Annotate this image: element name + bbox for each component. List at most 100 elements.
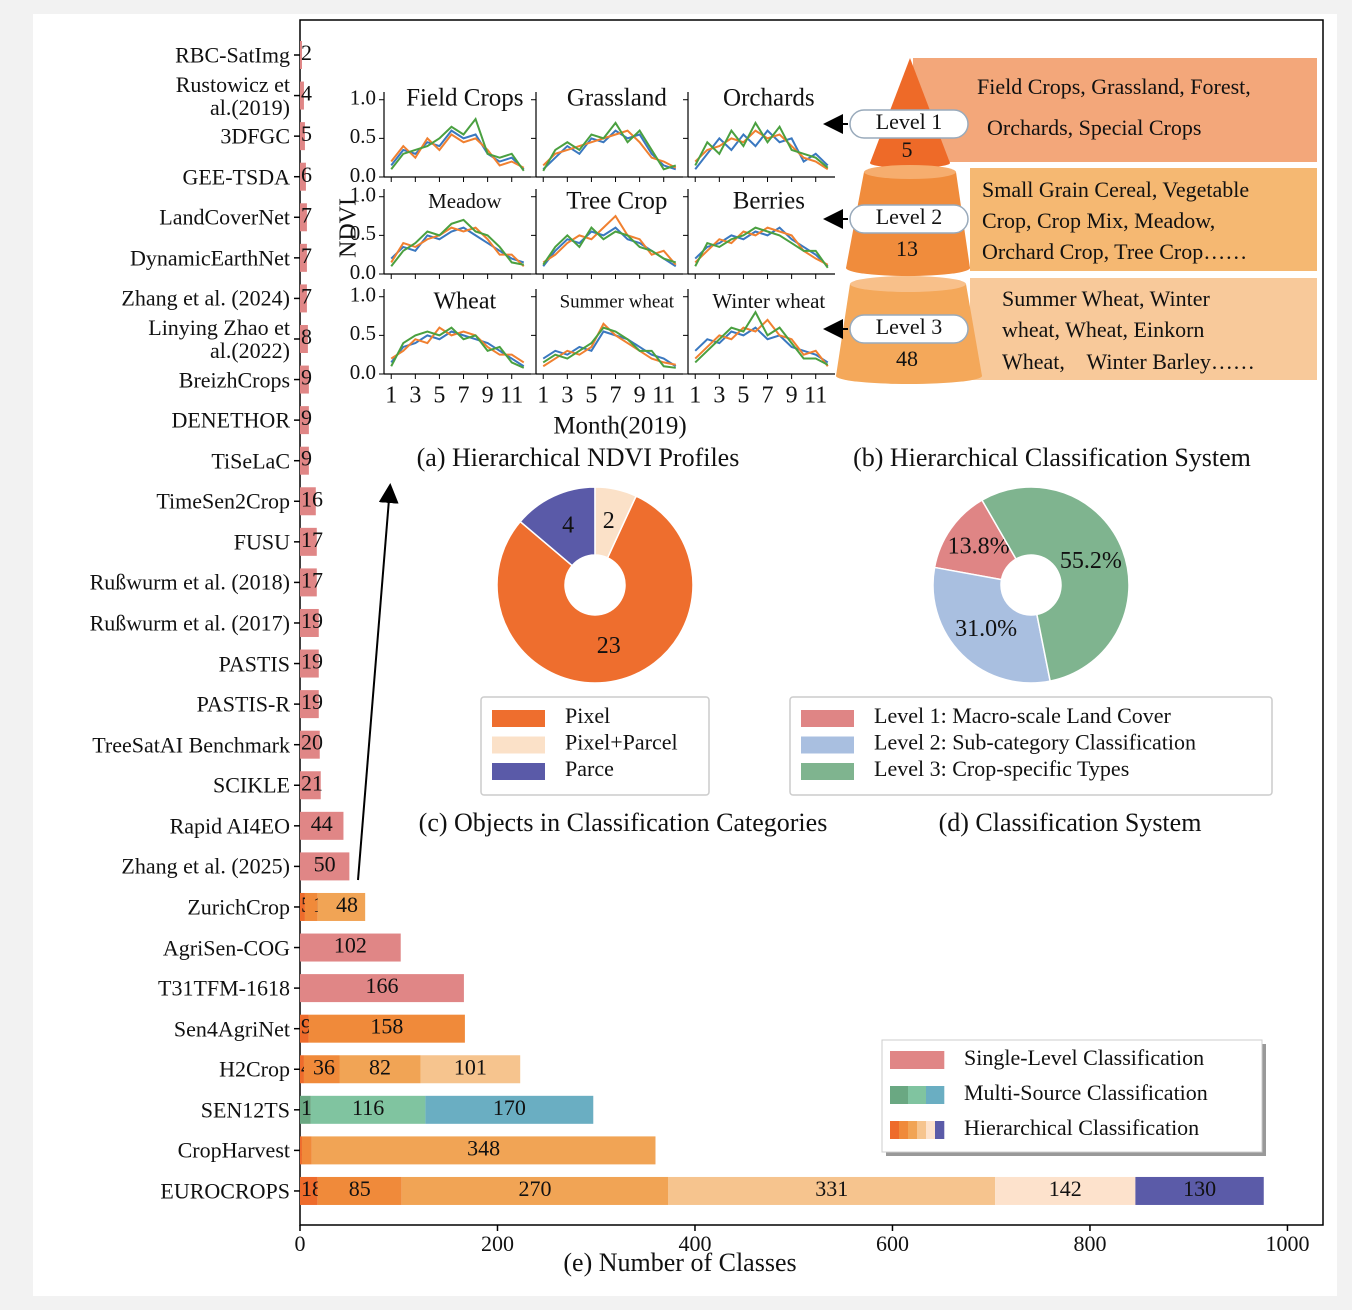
legend-swatch [908,1121,918,1139]
bar-value-label: 9 [301,405,312,430]
caption: (d) Classification System [939,808,1202,837]
bar-segment [300,1055,304,1084]
bar-segment [1135,1176,1264,1205]
legend-swatch [890,1086,909,1104]
bar-value-label: 19 [301,689,323,714]
panel-title: Field Crops [406,85,523,112]
y-tick-label: 3DFGC [220,123,290,149]
y-tick-label: Sen4AgriNet [173,1016,290,1042]
bar-value-label: 8 [301,324,312,349]
legend-swatch [926,1086,945,1104]
x-tick-label: 7 [458,383,470,409]
ndvi-line [542,121,677,172]
bar-segment [300,852,350,881]
bar-segment [300,81,304,110]
level-label: Level 3 [876,314,943,339]
level-count: 5 [902,137,913,162]
legend-swatch [801,710,854,727]
y-tick-label: EUROCROPS [160,1178,290,1204]
cone-level [836,368,982,384]
y-tick-label: PASTIS [218,651,290,677]
ndvi-line [390,226,525,267]
y-tick-label: TreeSatAI Benchmark [92,732,290,758]
bar-value-label: 19 [301,649,323,674]
bar-value-label: 7 [301,283,312,308]
ndvi-line [694,226,829,266]
y-tick-label: Rustowicz et al.(2019) [175,71,290,120]
ndvi-line [694,129,829,171]
y-tick-label: BreizhCrops [178,367,290,393]
pie-wedge [932,566,1052,684]
bar-segment [300,1014,309,1043]
level-pill [849,204,969,234]
bar-value-label: 348 [467,1135,500,1160]
panel-title: Tree Crop [566,188,667,215]
legend-label: Level 1: Macro-scale Land Cover [874,703,1172,728]
y-tick-label: Rußwurm et al. (2018) [89,569,290,595]
bar-value-label: 44 [311,811,333,836]
bar-segment [317,1176,402,1205]
bar-segment [425,1095,594,1124]
y-tick-label: RBC-SatImg [175,42,290,68]
bar-value-label: 82 [369,1054,391,1079]
level-count: 48 [896,346,918,371]
x-axis-label: (e) Number of Classes [563,1248,796,1277]
y-tick-label: 0.5 [350,124,376,148]
y-tick-label: TimeSen2Crop [156,488,290,514]
bar-value-label: 9 [301,1014,312,1039]
legend-label: Level 2: Sub-category Classification [874,730,1196,755]
x-tick-label: 3 [561,383,573,409]
bar-segment [300,446,309,475]
bar-segment [300,771,321,800]
level-description: Wheat, Winter Barley…… [1002,349,1255,374]
bar-value-label: 270 [519,1176,552,1201]
x-tick-label: 7 [610,383,622,409]
bar-value-label: 9 [301,365,312,390]
pie-label: 2 [603,508,615,534]
bar-segment [401,1176,669,1205]
x-tick-label: 1000 [1265,1231,1309,1256]
y-tick-label: DynamicEarthNet [129,245,290,271]
bar-value-label: 19 [301,608,323,633]
ndvi-line [542,326,676,369]
legend-swatch [492,710,545,727]
bar-value-label: 36 [313,1054,335,1079]
legend-swatch [890,1051,945,1069]
bar-value-label: 331 [815,1176,848,1201]
x-tick-label: 800 [1073,1231,1106,1256]
legend-swatch [899,1121,909,1139]
bar-value-label: 17 [301,567,323,592]
bar-segment [300,324,308,353]
x-tick-label: 1 [385,383,397,409]
panel-title: Meadow [428,189,502,213]
cone-top [850,276,966,292]
bar-segment [301,1136,312,1165]
bar-segment [420,1055,521,1084]
bar-value-label: 85 [349,1176,371,1201]
bar-value-label: 20 [301,730,323,755]
pie-wedge [933,499,1018,581]
y-tick-label: Zhang et al. (2024) [121,285,290,311]
legend-label: Hierarchical Classification [964,1115,1199,1140]
ndvi-line [542,330,677,368]
bar-value-label: 21 [301,770,323,795]
panel-title: Summer wheat [560,291,675,312]
bar-segment [995,1176,1136,1205]
panel-title: Wheat [434,289,497,315]
y-tick-label: CropHarvest [177,1137,290,1163]
bar-value-label: 101 [454,1054,487,1079]
x-tick-label: 3 [713,383,725,409]
x-tick-label: 9 [634,383,646,409]
legend-label: Pixel+Parcel [565,730,678,755]
x-tick-label: 5 [433,383,445,409]
ndvi-line [390,133,525,169]
bar-segment [300,1095,311,1124]
legend-swatch [926,1121,936,1139]
pie-label: 23 [597,633,621,659]
y-tick-label: 1.0 [350,183,376,207]
ndvi-line [694,310,829,366]
legend-box [881,1039,1263,1153]
cone-top [864,165,956,179]
y-tick-label: 0.0 [350,360,376,384]
